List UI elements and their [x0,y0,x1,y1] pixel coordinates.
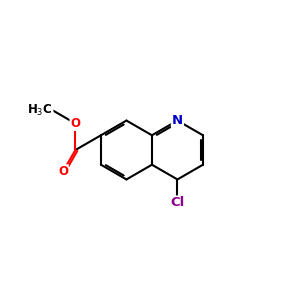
Text: Cl: Cl [170,196,184,209]
Text: O: O [58,165,68,178]
Text: H$_3$C: H$_3$C [27,103,52,118]
Text: O: O [70,117,80,130]
Text: N: N [172,114,183,127]
